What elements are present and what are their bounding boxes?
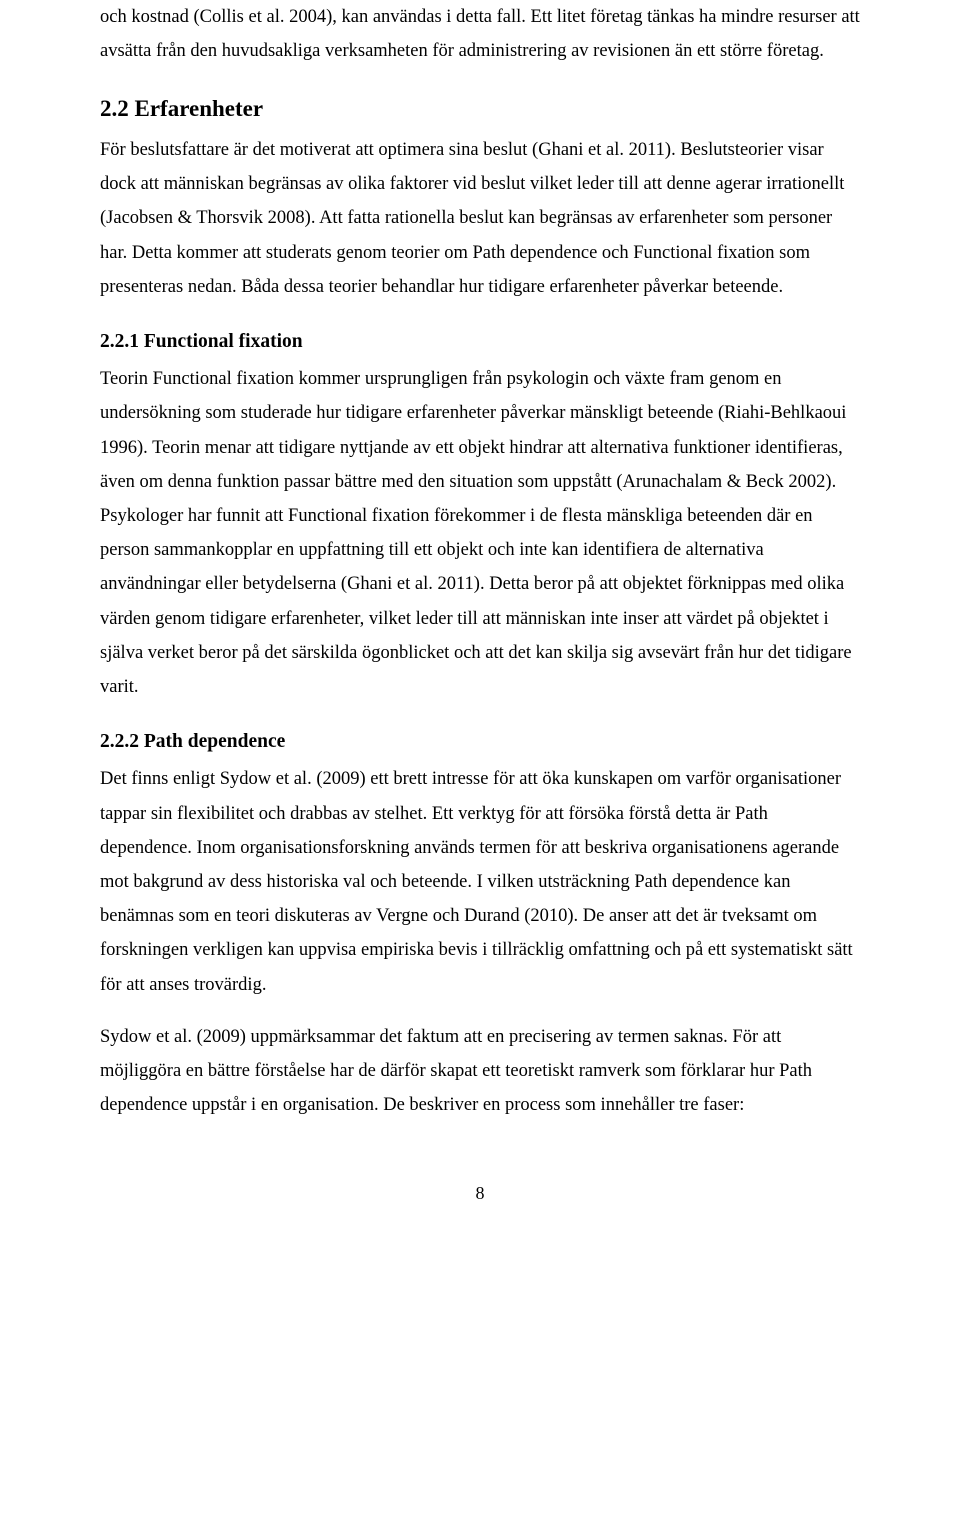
heading-2-2-1: 2.2.1 Functional fixation <box>100 324 860 360</box>
heading-2-2: 2.2 Erfarenheter <box>100 88 860 131</box>
heading-2-2-2: 2.2.2 Path dependence <box>100 724 860 760</box>
body-paragraph: För beslutsfattare är det motiverat att … <box>100 133 860 304</box>
page-number: 8 <box>100 1177 860 1210</box>
body-paragraph: och kostnad (Collis et al. 2004), kan an… <box>100 0 860 68</box>
body-paragraph: Sydow et al. (2009) uppmärksammar det fa… <box>100 1020 860 1123</box>
body-paragraph: Det finns enligt Sydow et al. (2009) ett… <box>100 762 860 1002</box>
body-paragraph: Teorin Functional fixation kommer urspru… <box>100 362 860 704</box>
document-page: och kostnad (Collis et al. 2004), kan an… <box>0 0 960 1515</box>
